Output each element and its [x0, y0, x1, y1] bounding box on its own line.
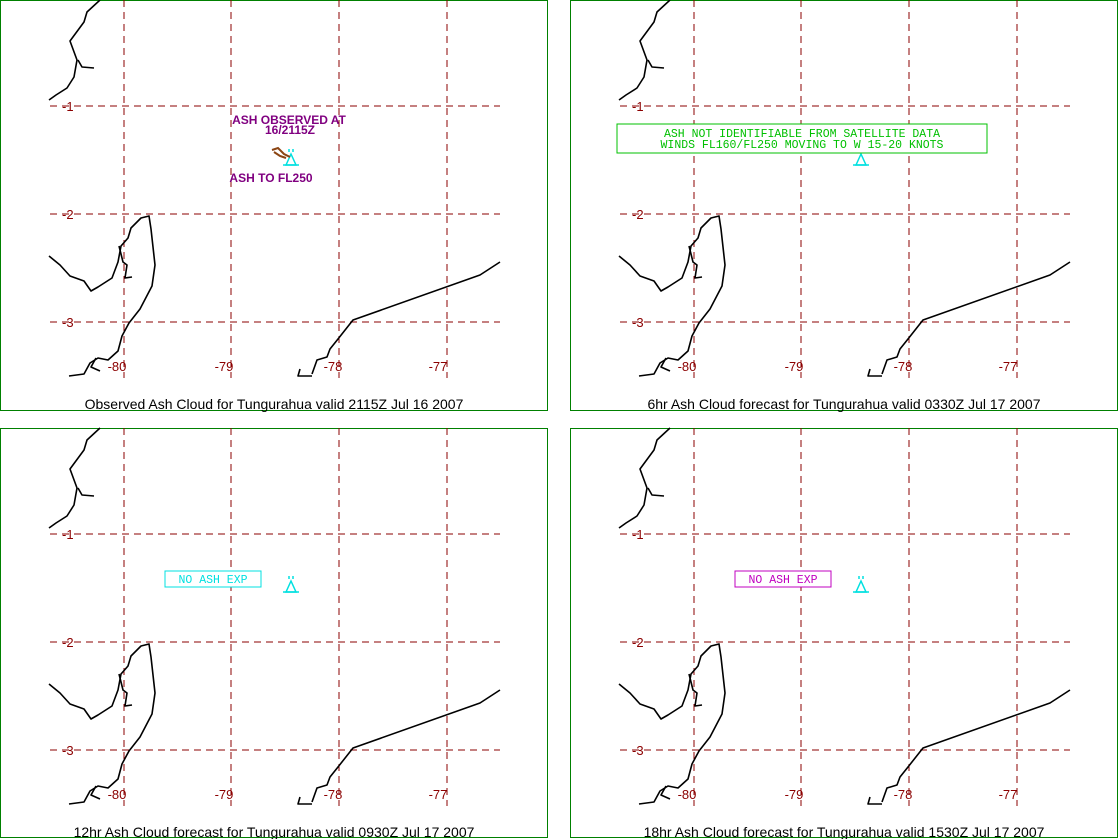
- latitude-label: -1: [62, 527, 74, 542]
- advisory-text: NO ASH EXP: [178, 574, 247, 587]
- panel-caption: 12hr Ash Cloud forecast for Tungurahua v…: [74, 824, 475, 839]
- panel-caption: Observed Ash Cloud for Tungurahua valid …: [85, 396, 464, 412]
- longitude-label: -78: [324, 787, 343, 802]
- ash-cloud-symbol: [271, 146, 291, 159]
- longitude-label: -80: [108, 359, 127, 374]
- coastline-segment: [660, 785, 671, 800]
- latitude-label: -3: [632, 315, 644, 330]
- advisory-text: NO ASH EXP: [748, 574, 817, 587]
- longitude-label: -80: [108, 787, 127, 802]
- longitude-label: -79: [215, 359, 234, 374]
- ash-cloud-outline: [271, 146, 291, 158]
- coastline-segment: [118, 673, 133, 707]
- longitude-label: -77: [999, 787, 1018, 802]
- coastline-segment: [118, 245, 133, 279]
- map-panel: -1 -2 -3 -80 -79 -78 -77 Observed Ash Cloud for…: [0, 0, 548, 412]
- coastline-segment: [311, 689, 501, 803]
- latitude-label: -1: [632, 99, 644, 114]
- coastline-segment: [311, 261, 501, 375]
- coastline-segment: [618, 427, 671, 529]
- coastline-segment: [297, 368, 312, 377]
- latitude-label: -2: [62, 207, 74, 222]
- coastline-segment: [48, 427, 101, 529]
- coastline: [618, 0, 1071, 377]
- volcano-icon: [283, 149, 299, 166]
- latitude-label: -1: [62, 99, 74, 114]
- volcano-plume: [288, 576, 294, 579]
- longitude-label: -77: [999, 359, 1018, 374]
- coastline-segment: [90, 785, 101, 800]
- coastline-segment: [618, 643, 726, 805]
- coastline-segment: [688, 245, 703, 279]
- longitude-label: -79: [215, 787, 234, 802]
- map-panel: -1 -2 -3 -80 -79 -78 -77 6hr Ash Cloud forecast…: [570, 0, 1118, 412]
- coastline-segment: [297, 796, 312, 805]
- latitude-label: -2: [62, 635, 74, 650]
- panel-frame: [0, 0, 548, 411]
- longitude-label: -78: [894, 787, 913, 802]
- longitude-label: -79: [785, 787, 804, 802]
- graticule: [620, 0, 1070, 378]
- coastline-segment: [881, 689, 1071, 803]
- graticule: [50, 0, 500, 378]
- latitude-label: -3: [632, 743, 644, 758]
- volcano-plume: [858, 576, 864, 579]
- coastline-segment: [48, 0, 101, 101]
- coastline-segment: [647, 59, 665, 69]
- coastline-segment: [867, 796, 882, 805]
- ash-cloud-outline: [273, 151, 287, 159]
- panel-caption: 6hr Ash Cloud forecast for Tungurahua va…: [647, 396, 1040, 412]
- panel-caption: 18hr Ash Cloud forecast for Tungurahua v…: [644, 824, 1045, 839]
- coastline-segment: [660, 357, 671, 372]
- coastline-segment: [618, 215, 726, 377]
- panel-frame: [570, 428, 1118, 838]
- longitude-label: -78: [894, 359, 913, 374]
- advisory-text: WINDS FL160/FL250 MOVING TO W 15-20 KNOT…: [661, 139, 944, 152]
- coastline-segment: [881, 261, 1071, 375]
- volcano-plume: [288, 149, 294, 152]
- map-panel: -1 -2 -3 -80 -79 -78 -77 12hr Ash Cloud forecas…: [0, 427, 548, 839]
- advisory-box: [164, 570, 262, 588]
- ash-annotation: 16/2115Z: [265, 123, 315, 137]
- coastline-segment: [77, 59, 95, 69]
- coastline: [618, 427, 1071, 805]
- longitude-label: -80: [678, 787, 697, 802]
- longitude-label: -78: [324, 359, 343, 374]
- coastline-segment: [618, 0, 671, 101]
- coastline-segment: [48, 215, 156, 377]
- advisory-text: ASH NOT IDENTIFIABLE FROM SATELLITE DATA: [664, 128, 940, 141]
- longitude-label: -80: [678, 359, 697, 374]
- coastline-segment: [77, 487, 95, 497]
- coastline-segment: [647, 487, 665, 497]
- longitude-label: -77: [429, 359, 448, 374]
- latitude-label: -1: [632, 527, 644, 542]
- longitude-label: -77: [429, 787, 448, 802]
- latitude-label: -2: [632, 207, 644, 222]
- latitude-label: -3: [62, 743, 74, 758]
- latitude-label: -3: [62, 315, 74, 330]
- ash-annotation: ASH TO FL250: [229, 171, 312, 185]
- advisory-box: [734, 570, 832, 588]
- graticule: [50, 428, 500, 806]
- panel-frame: [570, 0, 1118, 411]
- coastline-segment: [48, 643, 156, 805]
- graticule: [620, 428, 1070, 806]
- volcano-icon: [853, 576, 869, 593]
- advisory-box: [616, 123, 988, 154]
- longitude-label: -79: [785, 359, 804, 374]
- map-panel: -1 -2 -3 -80 -79 -78 -77 18hr Ash Cloud forecas…: [570, 427, 1118, 839]
- coastline: [48, 0, 501, 377]
- latitude-label: -2: [632, 635, 644, 650]
- panel-frame: [0, 428, 548, 838]
- coastline-segment: [90, 357, 101, 372]
- volcano-icon: [283, 576, 299, 593]
- coastline-segment: [688, 673, 703, 707]
- ash-annotation: ASH OBSERVED AT: [232, 113, 346, 127]
- coastline: [48, 427, 501, 805]
- coastline-segment: [867, 368, 882, 377]
